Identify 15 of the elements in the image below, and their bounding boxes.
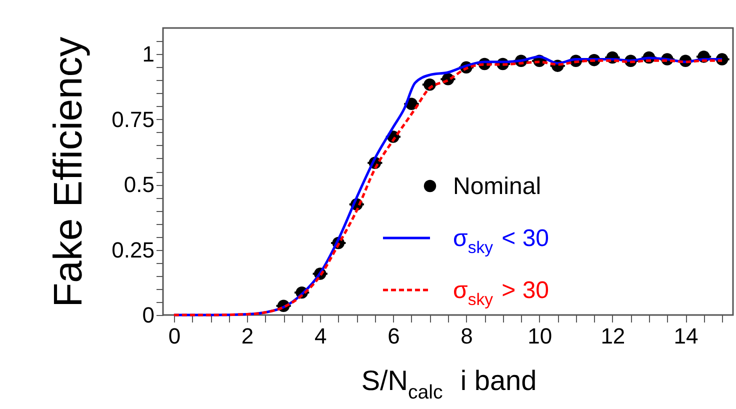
x-tick-label: 4	[314, 324, 327, 348]
y-tick-label: 0.5	[124, 172, 154, 198]
x-tick-label: 8	[460, 324, 473, 348]
y-axis-title: Fake Efficiency	[46, 36, 91, 308]
y-tick-label: 0.75	[112, 106, 154, 132]
y-tick-label: 0.25	[112, 237, 154, 262]
x-tick-label: 6	[388, 324, 400, 348]
x-tick-label: 2	[241, 324, 254, 348]
x-tick-label: 10	[528, 324, 552, 348]
x-tick-label: 0	[168, 324, 181, 348]
x-tick-label: 12	[600, 324, 626, 348]
y-tick-label: 0	[142, 302, 154, 328]
y-tick-label: 1	[142, 42, 154, 67]
x-tick-label: 14	[674, 324, 698, 348]
legend-label: Nominal	[453, 173, 542, 200]
